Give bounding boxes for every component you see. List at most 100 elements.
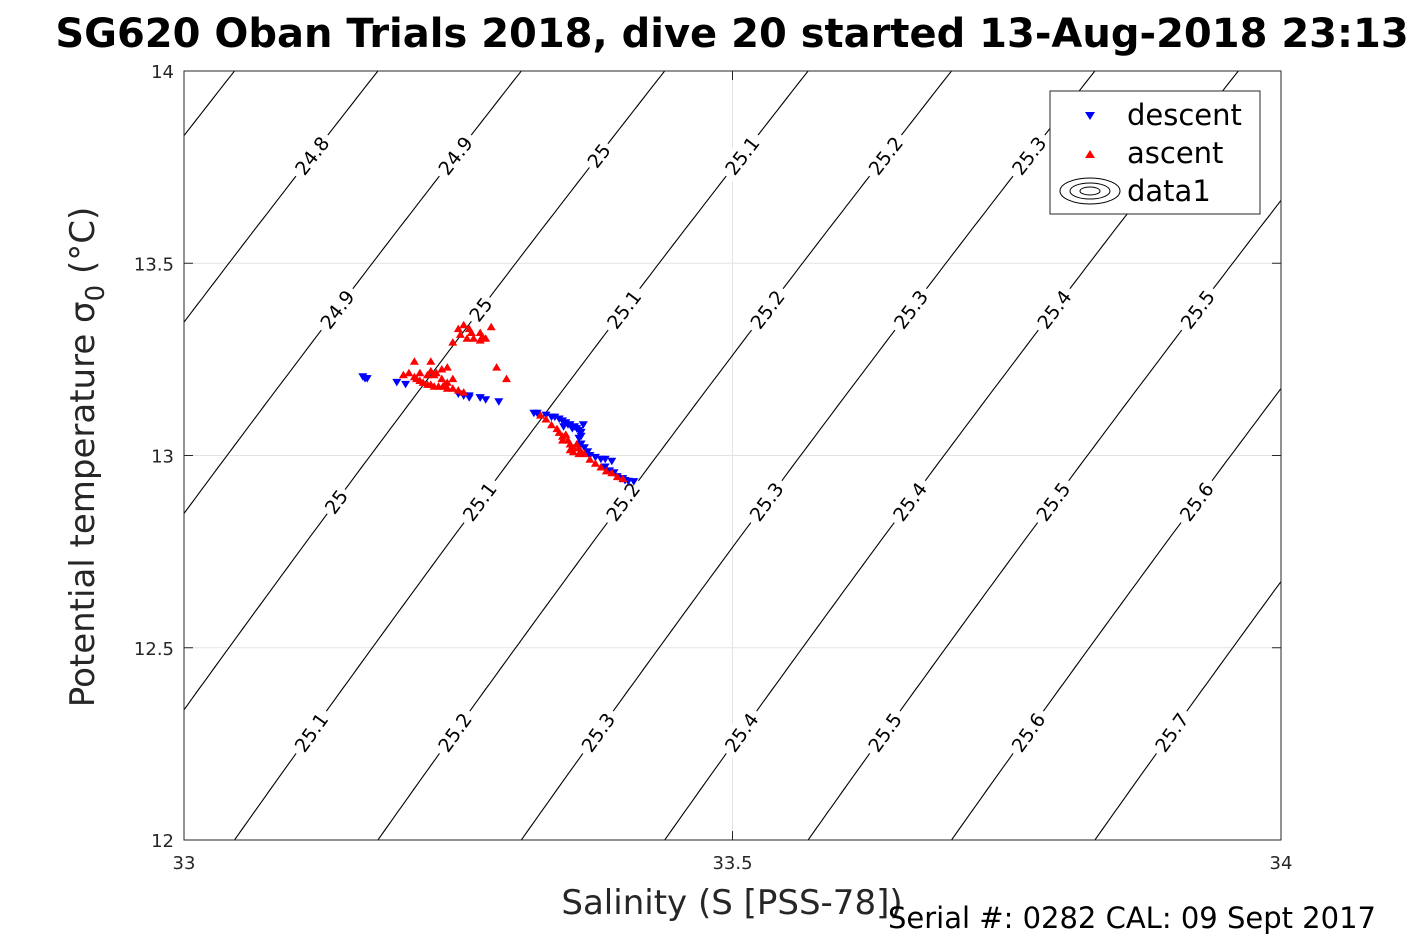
ascent-point (590, 459, 600, 467)
ascent-point (492, 363, 502, 371)
ascent-point (409, 357, 419, 365)
contour-label-bg (885, 281, 935, 337)
contour-label-bg (741, 281, 792, 337)
y-tick-label: 13 (151, 447, 174, 468)
descent-point (401, 380, 411, 389)
y-tick-label: 13.5 (134, 254, 174, 275)
ascent-point (437, 365, 447, 373)
y-axis-label: Potential temperature σ0 (°C) (63, 207, 111, 707)
contour-label-bg (1027, 473, 1077, 529)
x-tick-label: 33.5 (712, 853, 752, 874)
x-axis-label: Salinity (S [PSS-78]) (561, 883, 902, 923)
ascent-point (574, 449, 584, 458)
ascent-point (585, 455, 595, 463)
contour-label-bg (429, 127, 480, 183)
descent-point (362, 375, 372, 383)
ascent-point (486, 322, 496, 331)
contour-label-bg (286, 127, 336, 183)
ascent-point (404, 368, 414, 377)
contour-line (184, 71, 379, 324)
ascent-point (466, 328, 476, 336)
ascent-point (607, 468, 617, 477)
ascent-point (429, 370, 439, 379)
contour-label-bg (1003, 704, 1052, 760)
ascent-point (469, 334, 479, 342)
descent-point (475, 394, 485, 402)
ascent-point (448, 374, 458, 383)
ascent-point (459, 320, 469, 329)
contour-line (184, 71, 523, 515)
descent-point (578, 421, 588, 429)
y-tick-label: 12.5 (134, 639, 174, 660)
descent-point (583, 448, 593, 456)
serial-calibration-text: Serial #: 0282 CAL: 09 Sept 2017 (888, 901, 1376, 935)
contour-label-bg (884, 473, 934, 529)
contour-label-bg (1172, 281, 1222, 337)
contour-label-bg (1171, 473, 1221, 529)
legend-descent-label: descent (1127, 98, 1242, 132)
descent-point (464, 394, 474, 402)
descent-point (576, 440, 586, 448)
legend-descent-marker (1085, 112, 1095, 120)
descent-point (567, 425, 577, 433)
ascent-point (596, 463, 606, 471)
ascent-point (440, 380, 450, 388)
descent-point (574, 434, 584, 443)
ascent-point (475, 336, 485, 344)
chart-title: SG620 Oban Trials 2018, dive 20 started … (55, 11, 1408, 57)
ascent-point (554, 428, 564, 436)
contour-label-bg (716, 127, 766, 183)
ascent-point (459, 388, 469, 396)
contour-label-bg (598, 281, 648, 337)
ascent-point (453, 386, 463, 394)
legend-box (1049, 90, 1261, 215)
ascent-point (453, 324, 463, 333)
contour-label-bg (860, 127, 910, 183)
descent-point (550, 413, 560, 422)
ascent-point (558, 436, 567, 444)
descent-point (579, 444, 589, 452)
contour-label-bg (573, 704, 622, 760)
ascent-point (475, 328, 485, 336)
contour-label-bg (1028, 281, 1078, 337)
ascent-point (612, 472, 622, 481)
ascent-point (601, 466, 611, 475)
legend-ascent-marker (1085, 150, 1095, 158)
contour-label-bg (580, 136, 616, 174)
data-points (358, 320, 639, 486)
contour-label-bg (429, 704, 478, 760)
ascent-point (536, 411, 545, 419)
legend-ascent-label: ascent (1127, 136, 1223, 170)
x-tick-label: 34 (1270, 853, 1293, 874)
legend-data1-label: data1 (1127, 174, 1211, 208)
ascent-point (426, 357, 436, 365)
legend-contour-icon (1059, 177, 1121, 205)
contour-label-bg (859, 704, 909, 760)
y-tick-label: 12 (151, 831, 174, 852)
contour-line (184, 71, 666, 711)
contour-label-bg (286, 704, 335, 760)
legend: descent ascent data1 (1049, 90, 1261, 215)
descent-point (532, 409, 542, 418)
contour-label-bg (716, 704, 765, 760)
contour-label-bg (317, 482, 354, 520)
ascent-point (448, 338, 458, 346)
contour-label-bg (741, 473, 790, 529)
ascent-point (448, 384, 458, 392)
ascent-point (442, 363, 452, 371)
ascent-point (568, 447, 578, 456)
descent-point (590, 453, 600, 462)
ascent-point (462, 334, 472, 342)
ascent-point (618, 474, 628, 483)
ascent-point (561, 430, 571, 438)
ascent-point (547, 420, 556, 429)
contour-label-bg (597, 473, 647, 529)
axis-ticks: 33 33.5 34 12 12.5 13 13.5 14 (134, 62, 1293, 874)
descent-point (607, 457, 617, 466)
descent-point (565, 421, 575, 429)
ascent-point (423, 370, 432, 379)
descent-point (392, 378, 402, 387)
descent-point (600, 463, 610, 471)
contour-label-bg (454, 473, 504, 529)
